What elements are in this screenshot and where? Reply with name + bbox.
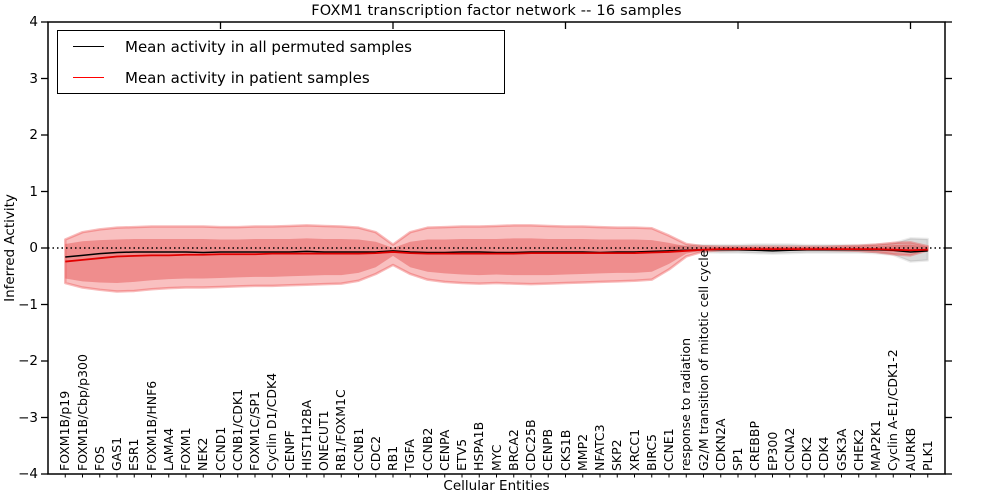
x-tick-label: XRCC1 — [626, 428, 642, 471]
x-tick-label: HSPA1B — [471, 421, 487, 471]
x-tick-label: FOS — [91, 446, 107, 471]
x-tick-label: CCND1 — [212, 426, 228, 471]
x-tick-label: G2/M transition of mitotic cell cycle — [695, 249, 711, 471]
permuted-line-swatch — [73, 46, 104, 47]
y-tick-label: 2 — [29, 127, 38, 143]
x-tick-label: GAS1 — [109, 436, 124, 471]
y-tick-label: 4 — [29, 14, 38, 30]
x-tick-label: CCNB1 — [350, 427, 366, 471]
y-tick-label: 1 — [29, 183, 38, 200]
legend: Mean activity in all permuted samples Me… — [57, 30, 505, 94]
x-tick-label: Cyclin D1/CDK4 — [264, 372, 280, 471]
x-tick-label: response to radiation — [678, 337, 694, 471]
y-tick-label: 0 — [29, 240, 38, 256]
patient-line-swatch — [73, 77, 104, 78]
x-tick-label: CENPF — [281, 430, 297, 471]
x-tick-label: SP1 — [730, 447, 745, 471]
x-axis-label: Cellular Entities — [443, 478, 550, 494]
x-tick-label: RB1 — [385, 445, 400, 471]
x-tick-label: CHEK2 — [850, 428, 866, 471]
x-tick-label: CDC2 — [367, 435, 383, 471]
y-tick-label: −3 — [18, 409, 38, 426]
y-tick-label: −2 — [18, 353, 38, 369]
x-tick-label: CDK2 — [799, 436, 814, 471]
x-tick-label: ESR1 — [126, 438, 142, 471]
x-tick-label: CCNB1/CDK1 — [229, 388, 245, 471]
x-tick-label: SKP2 — [609, 439, 625, 471]
x-tick-label: CKS1B — [557, 429, 573, 471]
legend-item-permuted: Mean activity in all permuted samples — [58, 31, 504, 62]
y-tick-label: 3 — [29, 70, 38, 87]
x-tick-label: EP300 — [764, 431, 780, 471]
x-tick-label: CREBBP — [747, 421, 763, 471]
x-tick-label: AURKB — [902, 427, 918, 471]
x-tick-label: BRCA2 — [505, 429, 521, 471]
permuted-mean-line — [65, 248, 928, 258]
x-tick-label: CCNB2 — [419, 427, 435, 471]
y-tick-label: −1 — [18, 296, 38, 313]
x-tick-label: GSK3A — [833, 428, 849, 471]
patient-mean-line — [65, 248, 928, 263]
x-tick-label: CCNE1 — [661, 428, 676, 471]
x-tick-label: MYC — [488, 444, 504, 471]
x-tick-label: FOXM1 — [178, 427, 193, 471]
x-tick-label: CDC25B — [523, 419, 538, 471]
x-tick-label: BIRC5 — [643, 433, 659, 471]
x-tick-label: PLK1 — [919, 440, 935, 471]
legend-item-patient-label: Mean activity in patient samples — [125, 68, 370, 87]
chart-title: FOXM1 transcription factor network -- 16… — [311, 3, 682, 19]
x-tick-label: RB1/FOXM1C — [333, 389, 349, 471]
x-tick-label: ETV5 — [454, 438, 469, 471]
x-tick-label: ONECUT1 — [316, 410, 331, 471]
x-tick-label: NFATC3 — [592, 424, 607, 471]
x-tick-label: LAMA4 — [160, 427, 176, 471]
x-tick-label: FOXM1B/HNF6 — [143, 380, 159, 471]
x-tick-label: TGFA — [402, 439, 418, 471]
x-tick-label: NEK2 — [195, 437, 211, 471]
x-tick-label: FOXM1B/p19 — [57, 390, 73, 471]
x-tick-label: CDK4 — [816, 436, 832, 471]
x-tick-label: CDKN2A — [712, 418, 728, 471]
x-tick-label: MMP2 — [574, 433, 590, 471]
x-tick-label: FOXM1B/Cbp/p300 — [74, 354, 90, 471]
x-tick-label: MAP2K1 — [868, 420, 883, 471]
x-tick-label: Cyclin A-E1/CDK1-2 — [885, 349, 901, 471]
x-tick-label: CENPB — [540, 428, 556, 471]
x-tick-label: HIST1H2BA — [298, 399, 314, 471]
x-tick-label: FOXM1C/SP1 — [247, 391, 262, 471]
y-tick-label: −4 — [18, 466, 38, 482]
legend-item-permuted-label: Mean activity in all permuted samples — [125, 37, 412, 56]
x-tick-label: CENPA — [436, 429, 452, 471]
legend-item-patient: Mean activity in patient samples — [58, 62, 504, 93]
x-tick-label: CCNA2 — [781, 427, 797, 471]
